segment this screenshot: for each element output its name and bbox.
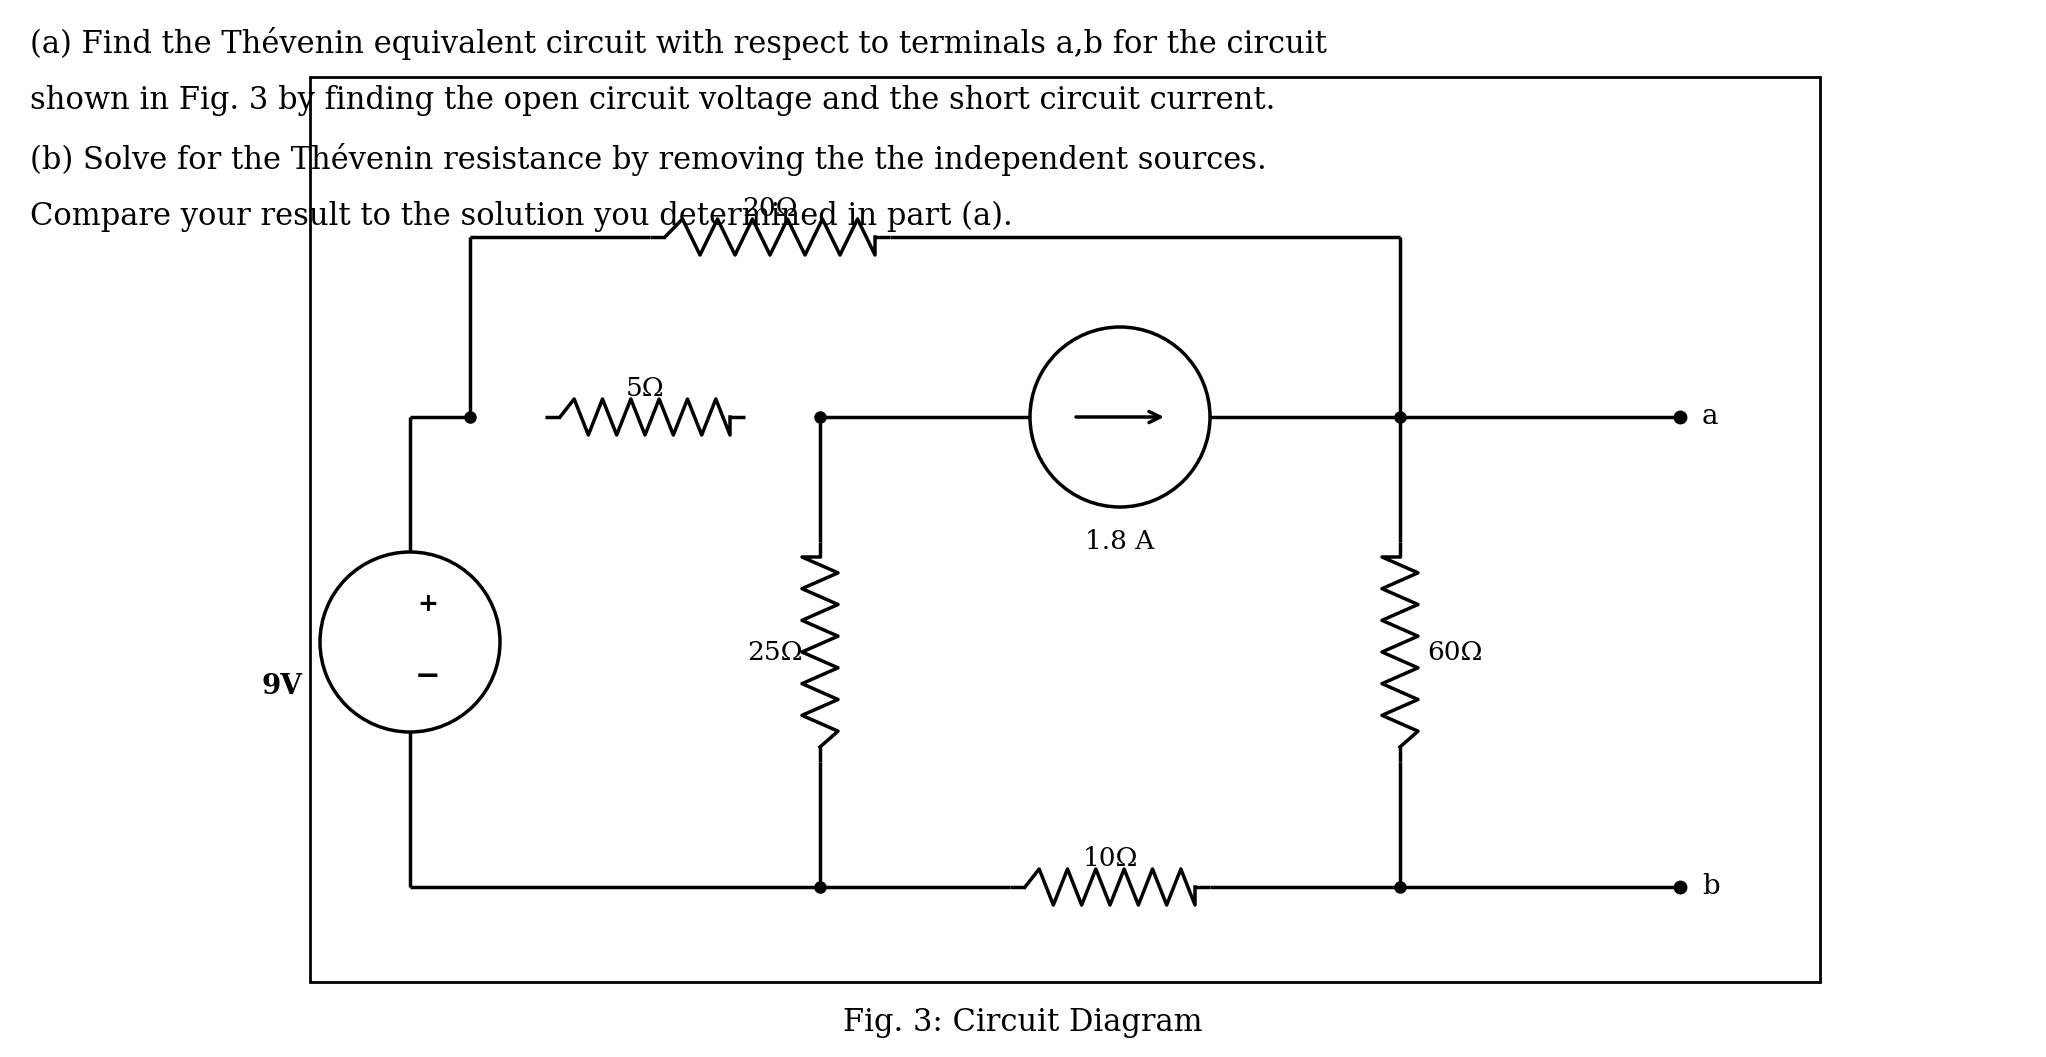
Text: 25Ω: 25Ω (747, 639, 802, 665)
Text: shown in Fig. 3 by finding the open circuit voltage and the short circuit curren: shown in Fig. 3 by finding the open circ… (31, 85, 1275, 116)
Text: a: a (1702, 404, 1719, 430)
Text: 1.8 A: 1.8 A (1084, 528, 1154, 554)
Text: (a) Find the Thévenin equivalent circuit with respect to terminals a,b for the c: (a) Find the Thévenin equivalent circuit… (31, 27, 1328, 60)
Text: 9V: 9V (262, 673, 303, 701)
Text: 5Ω: 5Ω (626, 376, 665, 402)
Text: +: + (417, 592, 438, 616)
Text: 60Ω: 60Ω (1428, 639, 1483, 665)
Text: 10Ω: 10Ω (1082, 847, 1138, 872)
Text: −: − (415, 662, 440, 690)
Bar (311, 77, 1821, 982)
Text: Compare your result to the solution you determined in part (a).: Compare your result to the solution you … (31, 201, 1013, 233)
Text: 20Ω: 20Ω (743, 197, 798, 222)
Text: Fig. 3: Circuit Diagram: Fig. 3: Circuit Diagram (843, 1006, 1203, 1038)
Text: b: b (1702, 873, 1719, 901)
Text: (b) Solve for the Thévenin resistance by removing the the independent sources.: (b) Solve for the Thévenin resistance by… (31, 143, 1266, 177)
